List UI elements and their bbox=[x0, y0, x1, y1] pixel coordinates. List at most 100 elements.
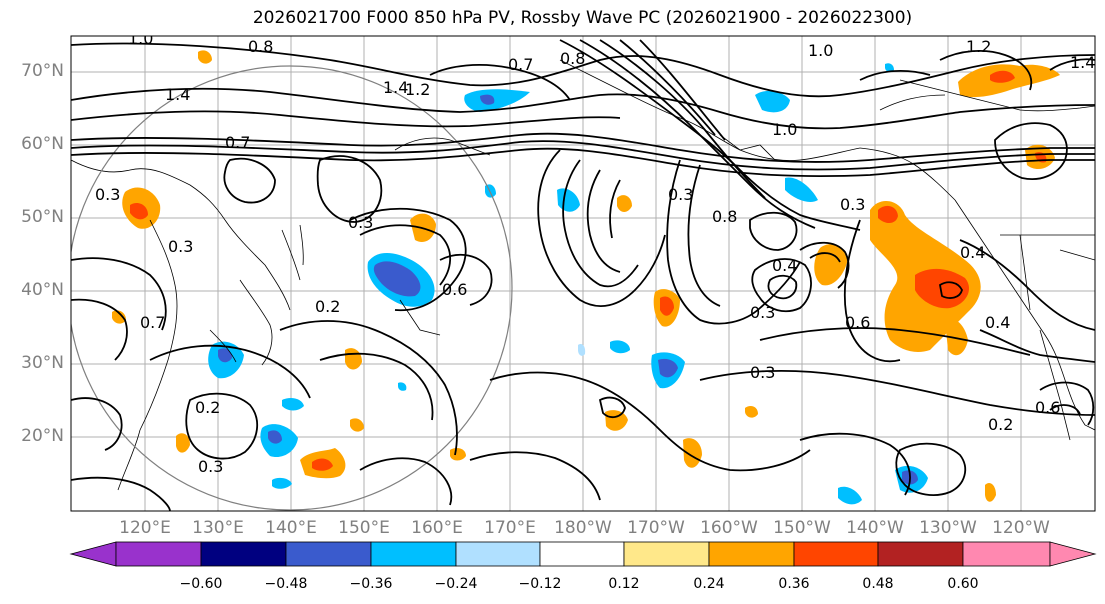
lon-label: 140°E bbox=[265, 518, 317, 538]
contour-label: 0.3 bbox=[750, 363, 775, 382]
lat-label: 30°N bbox=[21, 353, 64, 373]
colorbar-tick: −0.36 bbox=[349, 576, 393, 592]
colorbar-tick: 0.36 bbox=[778, 576, 810, 592]
lon-label: 150°W bbox=[773, 518, 831, 538]
contour-label: 0.8 bbox=[712, 207, 737, 226]
contour-label: 0.3 bbox=[198, 457, 223, 476]
contour-label: 1.0 bbox=[808, 41, 833, 60]
colorbar-segment bbox=[370, 541, 457, 567]
anomaly-blob bbox=[605, 410, 628, 431]
contour-label: 0.7 bbox=[225, 133, 250, 152]
contour-label: 0.8 bbox=[560, 49, 585, 68]
lon-label: 130°W bbox=[919, 518, 977, 538]
coastlines bbox=[71, 59, 1095, 491]
colorbar-segment bbox=[115, 541, 202, 567]
contour-label: 1.2 bbox=[405, 80, 430, 99]
graticule bbox=[71, 36, 1095, 511]
contour-label: 0.2 bbox=[988, 415, 1013, 434]
anomaly-blob bbox=[755, 90, 790, 113]
colorbar-segment bbox=[623, 541, 710, 567]
anomaly-blob bbox=[112, 310, 126, 324]
contour-label: 1.0 bbox=[128, 29, 153, 48]
anomaly-blob bbox=[683, 438, 702, 468]
lon-label: 120°E bbox=[119, 518, 171, 538]
colorbar-segment bbox=[285, 541, 372, 567]
anomaly-blob bbox=[218, 348, 232, 363]
anomaly-blob bbox=[915, 268, 970, 309]
contour-label: 0.6 bbox=[845, 313, 870, 332]
lon-label: 120°W bbox=[992, 518, 1050, 538]
anomaly-blob bbox=[785, 177, 818, 202]
map-area: 1.0 0.8 1.4 1.2 1.4 0.7 0.8 1.0 1.2 1.4 … bbox=[71, 29, 1095, 511]
contour-labels: 1.0 0.8 1.4 1.2 1.4 0.7 0.8 1.0 1.2 1.4 … bbox=[95, 29, 1095, 476]
contour-label: 0.2 bbox=[315, 297, 340, 316]
lon-label: 150°E bbox=[338, 518, 390, 538]
anomaly-blob bbox=[990, 70, 1015, 83]
colorbar-segment bbox=[539, 541, 625, 567]
colorbar-segment bbox=[877, 541, 964, 567]
anomaly-blob bbox=[610, 340, 630, 354]
anomaly-blob bbox=[838, 486, 862, 505]
colorbar-tick: 0.60 bbox=[947, 576, 979, 592]
anomaly-blob bbox=[176, 433, 190, 453]
colorbar-segment bbox=[455, 541, 541, 567]
colorbar-segment bbox=[962, 541, 1051, 567]
shaded-anomalies bbox=[112, 50, 1060, 505]
colorbar-tick: 0.24 bbox=[693, 576, 725, 592]
contour-label: 0.3 bbox=[840, 195, 865, 214]
colorbar-tick: −0.24 bbox=[434, 576, 478, 592]
lon-label: 180°W bbox=[554, 518, 612, 538]
lat-label: 20°N bbox=[21, 426, 64, 446]
lon-label: 130°E bbox=[192, 518, 244, 538]
anomaly-blob bbox=[282, 398, 304, 411]
contour-label: 1.2 bbox=[966, 37, 991, 56]
lon-label: 170°W bbox=[627, 518, 685, 538]
colorbar-segment bbox=[708, 541, 795, 567]
contours bbox=[71, 39, 1095, 511]
anomaly-blob bbox=[130, 203, 148, 220]
contour-label: 0.8 bbox=[248, 37, 273, 56]
anomaly-blob bbox=[814, 244, 848, 286]
contour-label: 0.4 bbox=[985, 313, 1010, 332]
anomaly-blob bbox=[350, 418, 364, 432]
region-circle bbox=[71, 65, 513, 511]
contour-label: 0.3 bbox=[168, 237, 193, 256]
chart-title: 2026021700 F000 850 hPa PV, Rossby Wave … bbox=[252, 8, 913, 28]
contour-label: 1.4 bbox=[1070, 53, 1095, 72]
contour-label: 1.0 bbox=[772, 120, 797, 139]
anomaly-blob bbox=[745, 406, 758, 418]
contour-label: 0.3 bbox=[668, 185, 693, 204]
anomaly-blob bbox=[268, 430, 282, 444]
colorbar-under bbox=[69, 541, 117, 567]
contour-label: 0.3 bbox=[95, 185, 120, 204]
anomaly-blob bbox=[885, 63, 894, 73]
anomaly-blob bbox=[450, 448, 466, 461]
anomaly-blob bbox=[272, 477, 292, 489]
anomaly-blob bbox=[945, 318, 968, 356]
lon-label: 160°E bbox=[411, 518, 463, 538]
colorbar-tick: −0.12 bbox=[518, 576, 562, 592]
contour-label: 1.4 bbox=[383, 78, 408, 97]
map-frame bbox=[70, 35, 1096, 512]
anomaly-blob bbox=[198, 50, 212, 64]
anomaly-blob bbox=[373, 261, 421, 297]
contour-label: 0.3 bbox=[750, 303, 775, 322]
anomaly-blob bbox=[658, 358, 678, 378]
lat-label: 50°N bbox=[21, 207, 64, 227]
anomaly-blob bbox=[660, 296, 674, 316]
colorbar-tick: −0.60 bbox=[179, 576, 223, 592]
anomaly-blob bbox=[578, 344, 586, 356]
colorbar-tick: −0.48 bbox=[264, 576, 308, 592]
anomaly-blob bbox=[617, 195, 632, 212]
lon-label: 170°E bbox=[484, 518, 536, 538]
contour-label: 0.6 bbox=[442, 280, 467, 299]
anomaly-blob bbox=[398, 382, 407, 391]
contour-label: 0.7 bbox=[140, 313, 165, 332]
contour-label: 1.4 bbox=[165, 85, 190, 104]
contour-label: 0.7 bbox=[508, 55, 533, 74]
lat-label: 40°N bbox=[21, 280, 64, 300]
anomaly-blob bbox=[985, 483, 996, 502]
colorbar-tick: 0.12 bbox=[608, 576, 640, 592]
lon-label: 160°W bbox=[700, 518, 758, 538]
